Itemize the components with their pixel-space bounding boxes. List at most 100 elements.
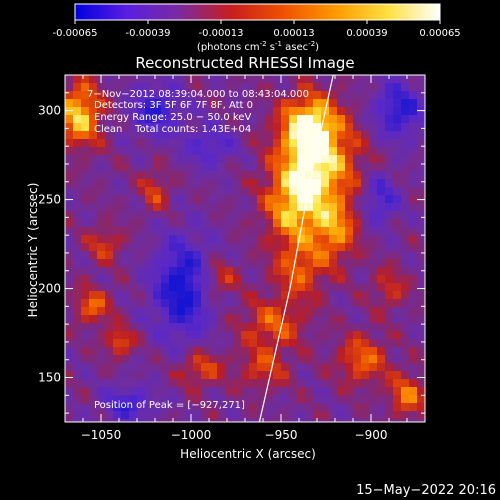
heatmap-cell (321, 227, 330, 236)
heatmap-cell (161, 291, 170, 300)
heatmap-cell (137, 83, 146, 92)
heatmap-cell (409, 147, 418, 156)
heatmap-cell (265, 139, 274, 148)
heatmap-cell (393, 187, 402, 196)
heatmap-cell (225, 139, 234, 148)
heatmap-cell (89, 283, 98, 292)
heatmap-cell (217, 387, 226, 396)
heatmap-cell (169, 147, 178, 156)
heatmap-cell (153, 227, 162, 236)
heatmap-cell (417, 387, 425, 396)
heatmap-cell (193, 355, 202, 364)
heatmap-cell (401, 83, 410, 92)
heatmap-cell (145, 371, 154, 380)
heatmap-cell (177, 139, 186, 148)
heatmap-cell (209, 219, 218, 228)
heatmap-cell (353, 123, 362, 132)
heatmap-cell (305, 307, 314, 316)
heatmap-cell (153, 163, 162, 172)
heatmap-cell (201, 83, 210, 92)
heatmap-cell (201, 315, 210, 324)
heatmap-cell (233, 347, 242, 356)
heatmap-cell (65, 75, 74, 84)
heatmap-cell (313, 243, 322, 252)
heatmap-cell (321, 219, 330, 228)
heatmap-cell (329, 139, 338, 148)
chart-title: Reconstructed RHESSI Image (135, 54, 354, 72)
heatmap-cell (137, 363, 146, 372)
heatmap-cell (81, 227, 90, 236)
heatmap-cell (257, 363, 266, 372)
heatmap-cell (321, 195, 330, 204)
heatmap-cell (217, 259, 226, 268)
heatmap-cell (281, 123, 290, 132)
heatmap-cell (337, 355, 346, 364)
heatmap-cell (217, 99, 226, 108)
heatmap-cell (185, 115, 194, 124)
heatmap-cell (113, 107, 122, 116)
heatmap-cell (153, 139, 162, 148)
heatmap-cell (369, 315, 378, 324)
heatmap-cell (105, 91, 114, 100)
heatmap-cell (89, 75, 98, 84)
heatmap-cell (121, 243, 130, 252)
heatmap-cell (121, 211, 130, 220)
heatmap-cell (145, 131, 154, 140)
heatmap-cell (417, 419, 425, 422)
heatmap-cell (385, 331, 394, 340)
heatmap-cell (265, 155, 274, 164)
colorbar-unit-label: (photons cm-2 s-1 asec-2) (197, 40, 319, 53)
heatmap-cell (417, 83, 425, 92)
heatmap-cell (73, 243, 82, 252)
heatmap-cell (217, 355, 226, 364)
heatmap-cell (113, 171, 122, 180)
heatmap-cell (241, 155, 250, 164)
heatmap-cell (121, 315, 130, 324)
heatmap-cell (337, 83, 346, 92)
heatmap-cell (233, 403, 242, 412)
heatmap-cell (81, 83, 90, 92)
heatmap-cell (377, 171, 386, 180)
heatmap-cell (273, 155, 282, 164)
heatmap-cell (185, 363, 194, 372)
heatmap-cell (129, 307, 138, 316)
heatmap-cell (241, 243, 250, 252)
heatmap-cell (273, 347, 282, 356)
heatmap-cell (121, 291, 130, 300)
heatmap-cell (121, 155, 130, 164)
heatmap-cell (417, 147, 425, 156)
heatmap-cell (201, 219, 210, 228)
heatmap-cell (345, 419, 354, 422)
heatmap-cell (305, 163, 314, 172)
heatmap-cell (281, 275, 290, 284)
heatmap-cell (393, 195, 402, 204)
heatmap-cell (105, 267, 114, 276)
heatmap-cell (337, 75, 346, 84)
heatmap-cell (353, 411, 362, 420)
heatmap-cell (113, 91, 122, 100)
heatmap-cell (105, 251, 114, 260)
heatmap-cell (177, 315, 186, 324)
heatmap-cell (241, 107, 250, 116)
heatmap-cell (409, 219, 418, 228)
heatmap-cell (409, 355, 418, 364)
heatmap-cell (361, 347, 370, 356)
heatmap-cell (169, 123, 178, 132)
heatmap-cell (257, 195, 266, 204)
heatmap-cell (313, 107, 322, 116)
heatmap-cell (273, 267, 282, 276)
heatmap-cell (73, 235, 82, 244)
heatmap-cell (377, 91, 386, 100)
heatmap-cell (321, 387, 330, 396)
heatmap-cell (377, 419, 386, 422)
heatmap-cell (257, 75, 266, 84)
heatmap-cell (81, 259, 90, 268)
heatmap-cell (281, 163, 290, 172)
heatmap-cell (337, 91, 346, 100)
heatmap-cell (177, 387, 186, 396)
heatmap-cell (73, 363, 82, 372)
heatmap-cell (161, 363, 170, 372)
heatmap-cell (97, 355, 106, 364)
heatmap-cell (249, 363, 258, 372)
heatmap-cell (265, 83, 274, 92)
